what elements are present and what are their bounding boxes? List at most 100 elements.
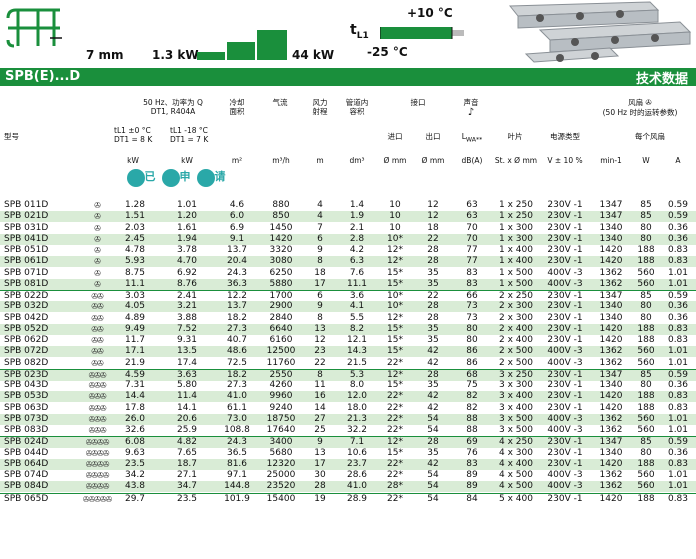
area-cell: 144.8 — [224, 481, 250, 492]
outlet-cell: 35 — [427, 267, 439, 278]
capacity-2-cell: 8.76 — [176, 278, 198, 289]
area-cell: 27.3 — [226, 323, 248, 334]
table-row: SPB 024D ✇✇✇✇ 6.08 4.82 24.3 3400 9 7.1 12* 28 69 4… — [0, 436, 696, 449]
area-cell: 101.9 — [224, 493, 250, 504]
noise-cell: 63 — [466, 200, 478, 210]
capacity-2-cell: 20.6 — [176, 413, 198, 424]
throw-cell: 13 — [314, 323, 326, 334]
amps-cell: 0.36 — [667, 380, 689, 390]
model-header: 型号 — [4, 132, 19, 141]
throw-cell: 25 — [314, 425, 326, 435]
capacity-2-cell: 4.70 — [176, 256, 198, 267]
voltage-cell: 400V -3 — [547, 278, 583, 289]
unit-kw-2: kW — [181, 156, 193, 165]
capacity-1-cell: 5.93 — [124, 256, 146, 267]
unit-amps: A — [675, 156, 681, 165]
amps-cell: 0.83 — [667, 391, 689, 402]
blade-cell: 3 x 500 — [499, 413, 533, 424]
fan-count-cell: ✇✇✇✇ — [85, 438, 110, 448]
blade-cell: 3 x 400 — [499, 402, 533, 413]
watts-cell: 188 — [637, 493, 655, 504]
amps-cell: 0.59 — [667, 369, 689, 380]
voltage-cell: 400V -3 — [547, 346, 583, 357]
table-row: SPB 065D ✇✇✇✇✇ 29.7 23.5 101.9 15400 19 28.9 22*… — [0, 492, 696, 505]
blade-cell: 1 x 500 — [499, 278, 533, 289]
area-cell: 108.8 — [224, 425, 250, 435]
series-title: SPB(E)...D — [5, 69, 81, 84]
airflow-cell: 5880 — [269, 278, 293, 289]
volume-cell: 32.2 — [346, 425, 368, 435]
area-cell: 13.7 — [226, 245, 248, 255]
rpm-cell: 1340 — [599, 301, 623, 312]
inlet-cell: 10 — [389, 222, 401, 233]
volume-cell: 8.0 — [349, 380, 365, 390]
voltage-cell: 230V -1 — [547, 211, 583, 222]
blade-cell: 5 x 400 — [499, 493, 533, 504]
product-image — [508, 1, 692, 63]
fan-count-cell: ✇✇✇ — [88, 426, 106, 435]
throw-cell: 4 — [317, 200, 323, 210]
capacity-1-cell: 29.7 — [124, 493, 146, 504]
amps-cell: 1.01 — [667, 413, 689, 424]
voltage-cell: 400V -3 — [547, 413, 583, 424]
blade-cell: 4 x 400 — [499, 458, 533, 469]
noise-cell: 83 — [466, 278, 478, 289]
inlet-cell: 15* — [387, 323, 403, 334]
table-row: SPB 051D ✇ 4.78 3.78 13.7 3320 9 4.2 12* 28 77 1 x … — [0, 245, 696, 256]
capacity-1-header: tL1 ±0 °C DT1 = 8 K — [114, 126, 153, 144]
airflow-cell: 850 — [272, 211, 290, 222]
watts-cell: 560 — [637, 425, 655, 435]
capacity-max: 44 kW — [292, 48, 335, 62]
fan-count-cell: ✇✇✇ — [88, 414, 106, 424]
area-cell: 18.2 — [226, 369, 248, 380]
amps-cell: 1.01 — [667, 470, 689, 480]
watts-cell: 560 — [637, 346, 655, 357]
amps-cell: 0.83 — [667, 402, 689, 413]
watts-cell: 560 — [637, 470, 655, 480]
fan-header: 风扇 ✇ — [628, 98, 652, 107]
fan-count-cell: ✇✇✇✇ — [85, 448, 110, 458]
outlet-header: 出口 — [425, 132, 441, 141]
amps-cell: 0.36 — [667, 447, 689, 458]
table-row: SPB 061D ✇ 5.93 4.70 20.4 3080 8 6.3 12* 28 77 1 x … — [0, 256, 696, 268]
outlet-cell: 54 — [427, 470, 439, 480]
voltage-cell: 230V -1 — [547, 380, 583, 390]
noise-cell: 88 — [466, 413, 478, 424]
table-row: SPB 021D ✇ 1.51 1.20 6.0 850 4 1.9 10 12 63 1 x 250… — [0, 211, 696, 223]
model-cell: SPB 023D — [4, 369, 49, 380]
voltage-cell: 230V -1 — [547, 256, 583, 267]
inlet-header: 进口 — [387, 132, 403, 141]
airflow-cell: 2900 — [269, 301, 293, 312]
inlet-cell: 12* — [387, 437, 403, 448]
rpm-cell: 1420 — [599, 323, 623, 334]
temp-label: tL1 — [350, 22, 369, 41]
outlet-cell: 42 — [427, 346, 439, 357]
voltage-cell: 230V -1 — [547, 402, 583, 413]
note-icon: ♪ — [467, 107, 475, 118]
inlet-cell: 15* — [387, 380, 403, 390]
capacity-1-cell: 34.2 — [124, 470, 146, 480]
inlet-cell: 15* — [387, 335, 403, 345]
watts-cell: 560 — [637, 267, 655, 278]
area-cell: 61.1 — [226, 402, 248, 413]
capacity-2-cell: 1.20 — [176, 211, 198, 222]
noise-cell: 80 — [466, 335, 478, 345]
rpm-cell: 1420 — [599, 391, 623, 402]
volume-cell: 5.3 — [349, 369, 365, 380]
noise-cell: 82 — [466, 402, 478, 413]
model-cell: SPB 072D — [4, 346, 49, 357]
rpm-cell: 1420 — [599, 335, 623, 345]
airflow-cell: 12500 — [266, 346, 296, 357]
rpm-cell: 1347 — [599, 200, 623, 210]
volume-cell: 2.8 — [349, 233, 365, 244]
watts-cell: 560 — [637, 357, 655, 368]
model-cell: SPB 053D — [4, 391, 49, 402]
airflow-cell: 2840 — [269, 312, 293, 323]
model-cell: SPB 043D — [4, 380, 49, 390]
outlet-cell: 35 — [427, 278, 439, 289]
model-cell: SPB 041D — [4, 233, 49, 244]
amps-cell: 0.83 — [667, 323, 689, 334]
throw-cell: 9 — [317, 245, 323, 255]
volume-cell: 3.6 — [349, 291, 365, 301]
inlet-cell: 22* — [387, 402, 403, 413]
